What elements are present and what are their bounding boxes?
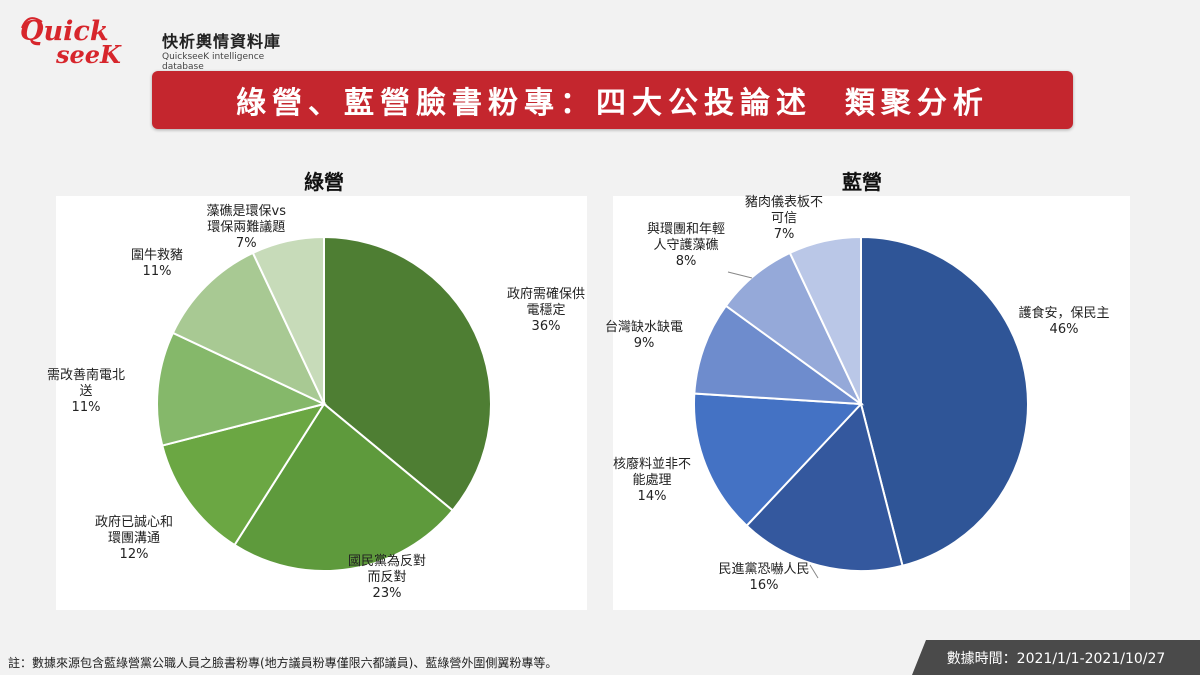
slice-label-text: 台灣缺水缺電 (605, 320, 684, 335)
slice-label-text: 電穩定 (526, 303, 566, 318)
slice-percent: 16% (749, 578, 779, 593)
slice-label-text: 人守護藻礁 (653, 238, 719, 253)
footnote: 註：數據來源包含藍綠營黨公職人員之臉書粉專(地方議員粉專僅限六都議員)、藍綠營外… (8, 656, 558, 670)
slice-label-text: 與環團和年輕 (647, 222, 726, 237)
blue-slice-label: 民進黨恐嚇人民 16% (719, 562, 810, 594)
blue-chart-title: 藍營 (842, 170, 882, 194)
slice-label-text: 圍牛救豬 (131, 248, 184, 263)
green-pie-slice (161, 402, 327, 547)
green-slice-label: 國民黨為反對 而反對 23% (348, 554, 426, 602)
leader-line (727, 271, 753, 279)
date-range-band: 數據時間：2021/1/1-2021/10/27 (912, 640, 1200, 675)
green-pie-slice (233, 402, 455, 572)
blue-pie-slice (693, 304, 865, 406)
slice-label-text: 核廢料並非不 (613, 457, 692, 472)
quickseek-logo-mark: Quick seeK (20, 16, 122, 66)
blue-pie-slice (788, 235, 862, 405)
slice-label-text: 豬肉儀表板不 (745, 195, 824, 210)
quickseek-logo: Quick seeK 快析輿情資料庫 QuickseeK intelligenc… (18, 14, 288, 72)
blue-pie-slice (860, 235, 1029, 567)
slice-label-text: 可信 (771, 211, 798, 226)
slice-percent: 11% (142, 264, 172, 279)
slice-label-text: 民進黨恐嚇人民 (718, 562, 810, 577)
slice-label-text: 國民黨為反對 (348, 554, 427, 569)
slice-label-text: 政府已誠心和 (95, 515, 174, 530)
green-slice-label: 藻礁是環保vs 環保兩難議題 7% (207, 204, 286, 252)
slice-percent: 46% (1049, 322, 1079, 337)
slice-label-text: 能處理 (632, 473, 672, 488)
leader-line (809, 564, 819, 579)
slice-percent: 14% (637, 489, 667, 504)
slice-percent: 7% (235, 236, 257, 251)
slice-percent: 12% (119, 547, 149, 562)
slice-label-text: 環保兩難議題 (207, 220, 286, 235)
green-pie-slice (156, 331, 327, 447)
green-pie-slice (251, 235, 325, 405)
svg-text:Quick: Quick (20, 16, 109, 47)
slice-percent: 23% (372, 586, 402, 601)
green-pie-slice (323, 235, 492, 512)
slice-percent: 36% (531, 319, 561, 334)
blue-pie-slice (693, 392, 864, 528)
green-slice-label: 政府需確保供 電穩定 36% (507, 287, 585, 335)
slice-label-text: 環團溝通 (108, 531, 161, 546)
green-chart-title: 綠營 (304, 170, 344, 194)
logo-name-cn: 快析輿情資料庫 (162, 32, 282, 51)
date-range-text: 數據時間：2021/1/1-2021/10/27 (946, 650, 1166, 667)
slice-label-text: 需改善南電北 (47, 368, 126, 383)
green-slice-label: 圍牛救豬 11% (131, 248, 183, 280)
slice-label-text: 藻礁是環保vs (206, 204, 286, 219)
slice-label-text: 政府需確保供 (507, 287, 586, 302)
page-title-banner: 綠營、藍營臉書粉專：四大公投論述 類聚分析 (152, 71, 1073, 129)
blue-slice-label: 護食安，保民主 46% (1019, 306, 1110, 338)
slice-percent: 8% (675, 254, 697, 269)
blue-slice-label: 核廢料並非不 能處理 14% (613, 457, 691, 505)
slice-percent: 7% (773, 227, 795, 242)
slice-label-text: 護食安，保民主 (1018, 306, 1110, 321)
green-slice-label: 政府已誠心和 環團溝通 12% (95, 515, 173, 563)
logo-name-en: QuickseeK intelligence database (162, 52, 265, 72)
blue-slice-label: 豬肉儀表板不 可信 7% (745, 195, 823, 243)
green-pie-slice (171, 251, 327, 407)
svg-text:seeK: seeK (55, 40, 122, 66)
blue-slice-label: 與環團和年輕 人守護藻礁 8% (647, 222, 725, 270)
slice-label-text: 送 (79, 384, 93, 399)
blue-pie-slice (745, 401, 904, 572)
slice-label-text: 而反對 (367, 570, 407, 585)
slice-percent: 11% (71, 400, 101, 415)
slice-percent: 9% (633, 336, 655, 351)
green-slice-label: 需改善南電北送 11% (47, 368, 125, 416)
blue-slice-label: 台灣缺水缺電 9% (605, 320, 683, 352)
